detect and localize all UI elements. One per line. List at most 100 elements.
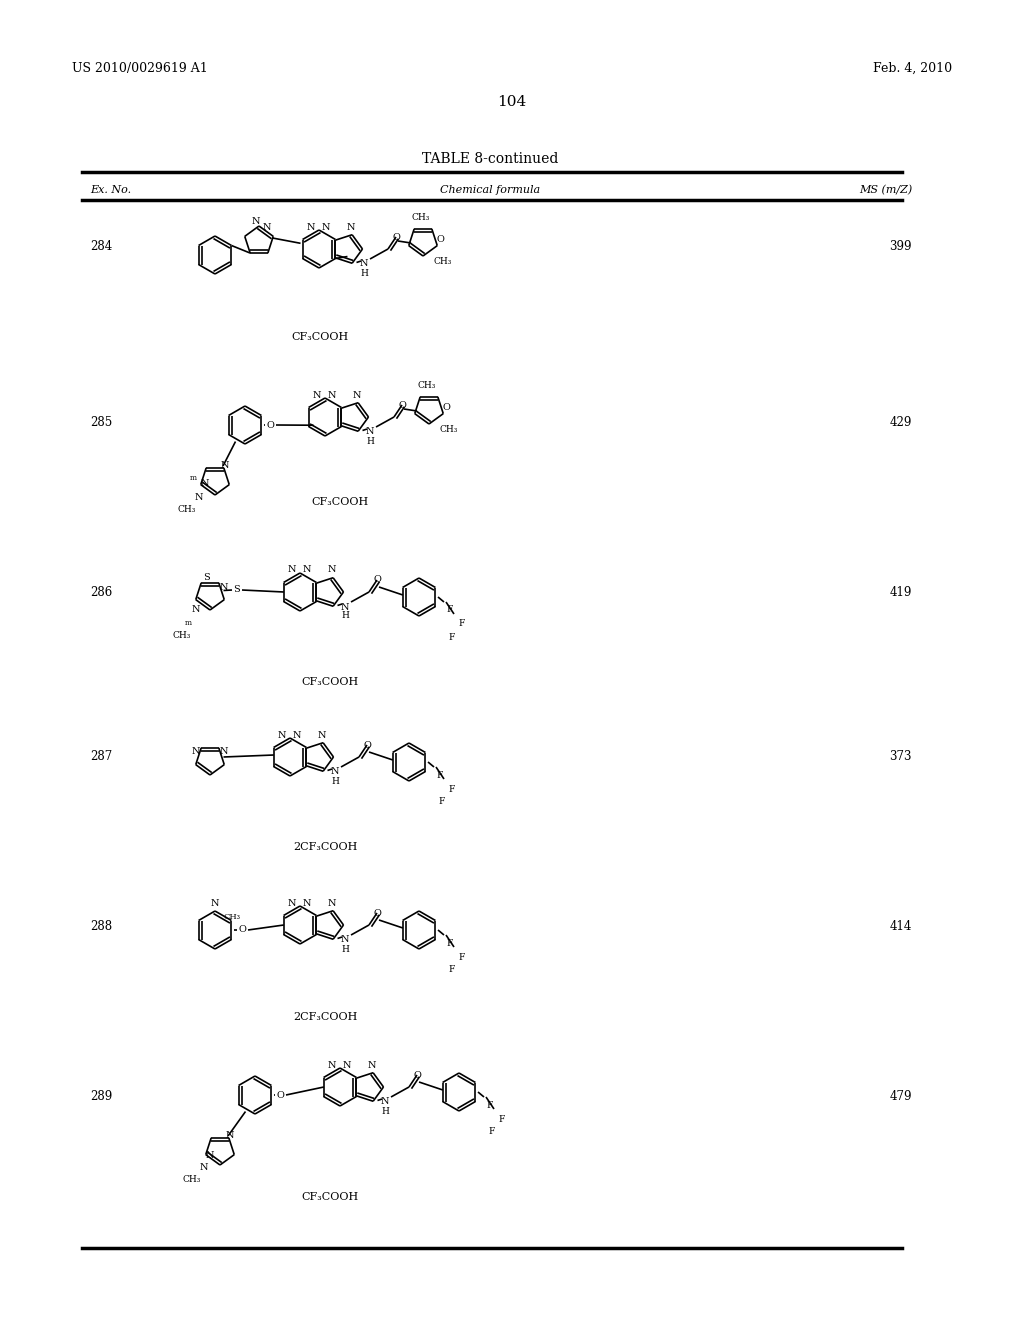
- Text: CF₃COOH: CF₃COOH: [292, 333, 348, 342]
- Text: N: N: [252, 216, 260, 226]
- Text: H: H: [341, 945, 349, 953]
- Text: F: F: [459, 953, 465, 961]
- Text: N: N: [293, 730, 301, 739]
- Text: F: F: [439, 797, 445, 807]
- Text: N: N: [201, 479, 209, 487]
- Text: O: O: [413, 1071, 421, 1080]
- Text: Chemical formula: Chemical formula: [440, 185, 540, 195]
- Text: F: F: [486, 1101, 494, 1110]
- Text: 286: 286: [90, 586, 113, 598]
- Text: F: F: [446, 939, 454, 948]
- Text: N: N: [263, 223, 271, 231]
- Text: N: N: [206, 1151, 214, 1159]
- Text: N: N: [328, 899, 336, 908]
- Text: CH₃: CH₃: [434, 257, 453, 267]
- Text: CF₃COOH: CF₃COOH: [301, 677, 358, 686]
- Text: H: H: [331, 776, 339, 785]
- Text: CH₃: CH₃: [418, 381, 436, 391]
- Text: F: F: [437, 771, 443, 780]
- Text: 479: 479: [890, 1090, 912, 1104]
- Text: CH₃: CH₃: [440, 425, 458, 434]
- Text: 429: 429: [890, 416, 912, 429]
- Text: H: H: [366, 437, 374, 446]
- Text: N: N: [328, 1060, 336, 1069]
- Text: CH₃: CH₃: [223, 912, 241, 921]
- Text: N: N: [328, 565, 336, 574]
- Text: CH₃: CH₃: [178, 506, 197, 515]
- Text: CF₃COOH: CF₃COOH: [311, 498, 369, 507]
- Text: N: N: [343, 1060, 351, 1069]
- Text: N: N: [312, 391, 322, 400]
- Text: F: F: [446, 606, 454, 615]
- Text: 2CF₃COOH: 2CF₃COOH: [293, 1012, 357, 1022]
- Text: US 2010/0029619 A1: US 2010/0029619 A1: [72, 62, 208, 75]
- Text: 2CF₃COOH: 2CF₃COOH: [293, 842, 357, 851]
- Text: O: O: [373, 576, 381, 585]
- Text: N: N: [288, 899, 296, 908]
- Text: N: N: [346, 223, 354, 231]
- Text: TABLE 8-continued: TABLE 8-continued: [422, 152, 558, 166]
- Text: 373: 373: [890, 751, 912, 763]
- Text: S: S: [204, 573, 210, 582]
- Text: N: N: [368, 1060, 376, 1069]
- Text: N: N: [225, 1131, 234, 1140]
- Text: N: N: [191, 747, 201, 756]
- Text: N: N: [221, 462, 229, 470]
- Text: 419: 419: [890, 586, 912, 598]
- Text: N: N: [322, 223, 331, 231]
- Text: N: N: [317, 730, 326, 739]
- Text: N: N: [359, 260, 369, 268]
- Text: N: N: [191, 605, 201, 614]
- Text: F: F: [449, 632, 456, 642]
- Text: N: N: [303, 899, 311, 908]
- Text: N: N: [328, 391, 336, 400]
- Text: N: N: [331, 767, 339, 776]
- Text: H: H: [381, 1106, 389, 1115]
- Text: CH₃: CH₃: [173, 631, 191, 639]
- Text: CH₃: CH₃: [183, 1176, 201, 1184]
- Text: O: O: [442, 403, 450, 412]
- Text: 284: 284: [90, 240, 113, 253]
- Text: F: F: [449, 965, 456, 974]
- Text: F: F: [459, 619, 465, 628]
- Text: S: S: [232, 586, 240, 594]
- Text: 288: 288: [90, 920, 112, 933]
- Text: O: O: [373, 908, 381, 917]
- Text: N: N: [278, 730, 287, 739]
- Text: O: O: [364, 741, 371, 750]
- Text: MS (m/Z): MS (m/Z): [859, 185, 912, 195]
- Text: F: F: [499, 1114, 505, 1123]
- Text: m: m: [189, 474, 197, 482]
- Text: CF₃COOH: CF₃COOH: [301, 1192, 358, 1203]
- Text: m: m: [184, 619, 191, 627]
- Text: O: O: [398, 400, 406, 409]
- Text: O: O: [276, 1090, 284, 1100]
- Text: O: O: [436, 235, 444, 243]
- Text: H: H: [360, 268, 368, 277]
- Text: 289: 289: [90, 1090, 113, 1104]
- Text: N: N: [211, 899, 219, 908]
- Text: Ex. No.: Ex. No.: [90, 185, 131, 195]
- Text: N: N: [195, 494, 203, 503]
- Text: N: N: [220, 747, 228, 756]
- Text: 285: 285: [90, 416, 113, 429]
- Text: 414: 414: [890, 920, 912, 933]
- Text: 399: 399: [890, 240, 912, 253]
- Text: N: N: [341, 602, 349, 611]
- Text: F: F: [488, 1127, 496, 1137]
- Text: H: H: [341, 611, 349, 620]
- Text: N: N: [366, 428, 374, 437]
- Text: 287: 287: [90, 751, 113, 763]
- Text: N: N: [381, 1097, 389, 1106]
- Text: F: F: [449, 784, 456, 793]
- Text: 104: 104: [498, 95, 526, 110]
- Text: N: N: [341, 936, 349, 945]
- Text: N: N: [288, 565, 296, 574]
- Text: N: N: [303, 565, 311, 574]
- Text: N: N: [307, 223, 315, 231]
- Text: O: O: [238, 925, 246, 935]
- Text: N: N: [352, 391, 360, 400]
- Text: O: O: [392, 232, 400, 242]
- Text: Feb. 4, 2010: Feb. 4, 2010: [872, 62, 952, 75]
- Text: N: N: [200, 1163, 208, 1172]
